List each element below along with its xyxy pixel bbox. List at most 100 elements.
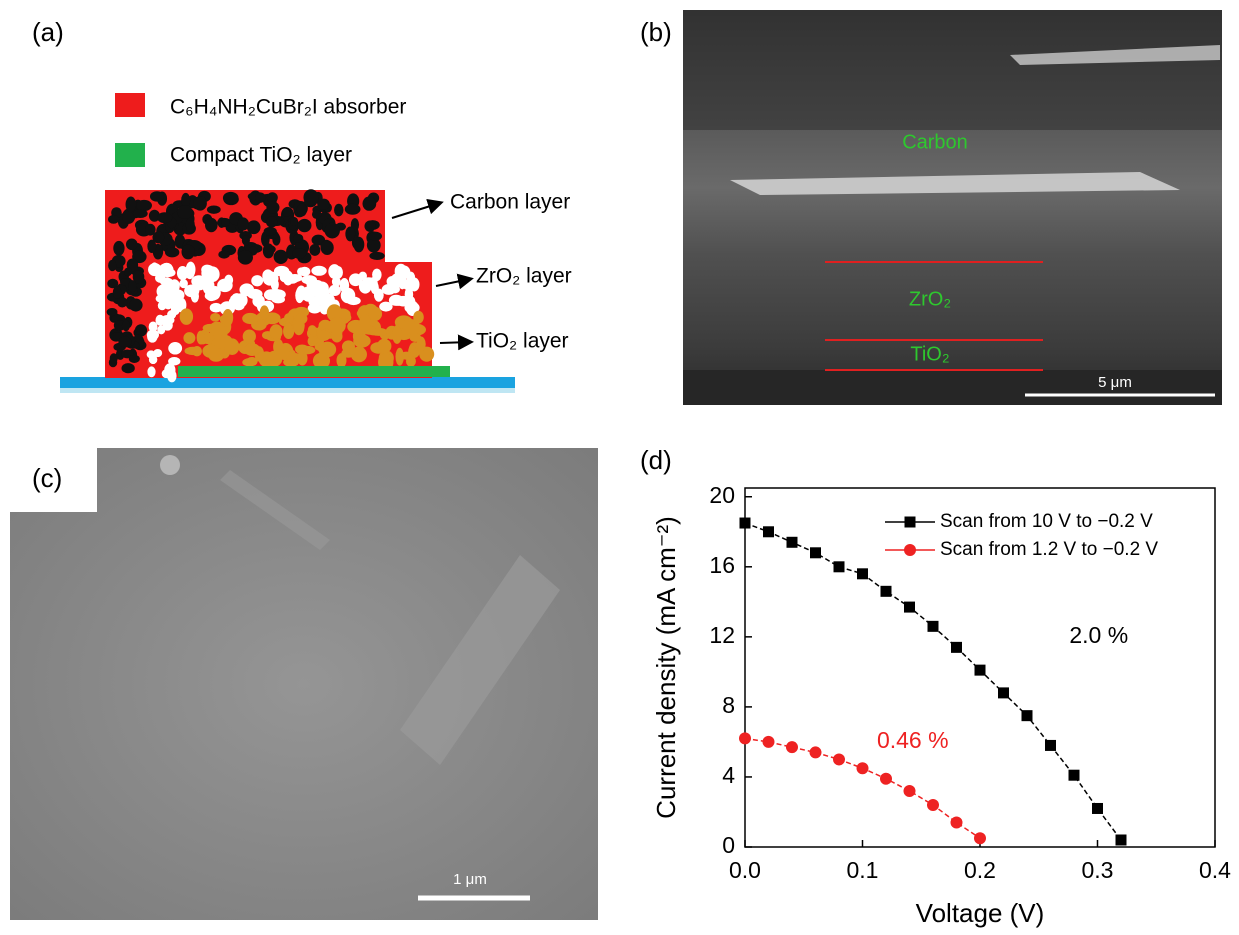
particle [242, 329, 256, 344]
particle [183, 332, 196, 344]
particle [307, 336, 318, 347]
data-point [880, 772, 892, 785]
particle [284, 313, 294, 323]
particle [222, 191, 239, 204]
particle [369, 251, 385, 260]
data-point [810, 547, 821, 559]
particle [162, 268, 176, 277]
layer-label: Carbon [902, 131, 968, 153]
particle [242, 312, 259, 325]
particle [318, 319, 333, 332]
sem-cross-section: Carbon ZrO₂ TiO₂ 5 μm [683, 10, 1222, 405]
particle [107, 278, 119, 289]
x-tick-label: 0.4 [1199, 857, 1231, 883]
particle [181, 192, 191, 208]
particle [202, 344, 219, 358]
particle [179, 279, 188, 289]
particle [121, 363, 135, 374]
particle [246, 220, 261, 235]
data-point [809, 746, 822, 759]
particle [268, 288, 285, 302]
particle [303, 189, 319, 206]
scale-label: 1 μm [453, 871, 487, 888]
particle [222, 308, 234, 327]
particle [148, 262, 162, 277]
data-point [1021, 710, 1033, 722]
particle [157, 325, 166, 335]
particle [112, 285, 122, 299]
particle [169, 279, 180, 293]
data-point [1068, 769, 1080, 781]
particle [299, 345, 316, 355]
particle [262, 243, 275, 259]
texture [683, 10, 1222, 130]
particle [251, 275, 264, 287]
particle [108, 214, 120, 224]
particle [368, 231, 383, 241]
particle [359, 314, 371, 332]
data-point [833, 561, 845, 573]
particle [317, 330, 331, 341]
data-point [857, 568, 868, 580]
particle [132, 209, 148, 218]
scale-label: 5 μm [1098, 374, 1132, 391]
particle [241, 235, 250, 246]
y-tick-label: 8 [722, 692, 735, 718]
layer-label: Carbon layer [450, 191, 570, 214]
particle [149, 191, 165, 202]
data-point [763, 526, 774, 538]
particle [266, 201, 280, 214]
particle [176, 266, 189, 281]
data-point [1115, 834, 1127, 846]
series-line [744, 737, 981, 839]
particle [123, 267, 133, 277]
particle [237, 217, 250, 231]
data-point [1092, 802, 1103, 814]
particle [108, 259, 117, 272]
particle [388, 294, 404, 306]
particle [287, 349, 297, 367]
legend-text: C₆H₄NH₂CuBr₂I absorber [170, 96, 406, 119]
substrate [60, 377, 515, 388]
data-point [927, 798, 939, 811]
particle [209, 302, 223, 313]
legend-swatch [115, 93, 145, 117]
particle [153, 348, 163, 358]
particle [340, 287, 356, 304]
particle [106, 307, 118, 317]
data-point [950, 816, 963, 829]
substrate [60, 388, 515, 393]
particle [148, 354, 158, 365]
particle [296, 203, 307, 217]
particle [191, 345, 202, 357]
particle [351, 275, 362, 285]
particle [381, 283, 396, 295]
particle [328, 317, 346, 334]
y-axis-label: Current density (mA cm⁻²) [651, 516, 681, 819]
texture [730, 172, 1180, 195]
plot-frame [744, 487, 1216, 848]
particle [362, 196, 376, 211]
y-tick-label: 4 [722, 762, 735, 788]
particle [406, 271, 416, 284]
particle [402, 319, 421, 336]
particle [263, 226, 277, 236]
particle [121, 319, 131, 332]
particle [282, 207, 292, 217]
particle [270, 278, 279, 291]
particle [206, 205, 221, 214]
particle [353, 236, 365, 253]
particle [162, 297, 174, 309]
data-point [927, 620, 939, 632]
data-point [904, 601, 915, 613]
particle [168, 342, 183, 355]
particle [247, 288, 263, 300]
legend-text: Scan from 10 V to −0.2 V [940, 511, 1153, 532]
particle [221, 218, 230, 227]
panel-label: (a) [32, 17, 64, 47]
texture [220, 470, 330, 550]
particle [320, 240, 334, 256]
sem-surface: (c) 1 μm [0, 448, 598, 920]
particle [181, 244, 195, 260]
particle [132, 270, 145, 284]
